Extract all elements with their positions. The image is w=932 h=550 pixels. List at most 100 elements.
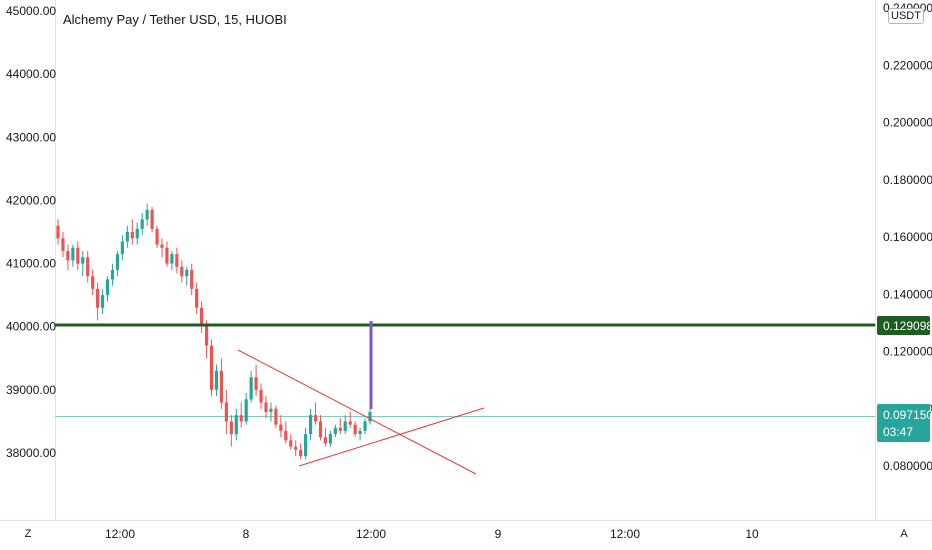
candle-body bbox=[150, 209, 154, 229]
candle-body bbox=[219, 370, 224, 403]
candle-body bbox=[140, 219, 144, 229]
candle-body bbox=[234, 415, 238, 435]
candle-body bbox=[249, 377, 253, 400]
candle-body bbox=[170, 254, 174, 264]
candle-body bbox=[175, 254, 179, 267]
left-axis-tick-label: 38000.00 bbox=[6, 446, 56, 460]
candle-body bbox=[56, 225, 60, 239]
time-axis-tick-label: 9 bbox=[495, 527, 502, 541]
candle-body bbox=[91, 276, 95, 289]
candle-body bbox=[318, 421, 323, 438]
left-axis-tick-label: 44000.00 bbox=[6, 67, 56, 81]
candle-body bbox=[155, 228, 159, 245]
time-axis-tick-label: 12:00 bbox=[105, 527, 135, 541]
candle-body bbox=[224, 402, 228, 422]
candlestick-series[interactable] bbox=[56, 203, 372, 460]
candle-body bbox=[100, 295, 105, 308]
candle-body bbox=[130, 232, 134, 239]
candle-body bbox=[105, 279, 110, 296]
candle-body bbox=[195, 288, 199, 308]
level-badge-background bbox=[877, 316, 930, 335]
candle-body bbox=[304, 434, 308, 457]
candle-body bbox=[239, 415, 243, 422]
candle-body bbox=[289, 440, 293, 447]
candle-body bbox=[214, 370, 219, 390]
last-price-badge-background bbox=[877, 404, 930, 442]
auto-scale-button[interactable]: A bbox=[900, 528, 908, 540]
time-axis-tick-label: 8 bbox=[243, 527, 250, 541]
candle-body bbox=[96, 288, 100, 308]
candle-body bbox=[160, 244, 164, 248]
time-axis-tick-label: 10 bbox=[745, 527, 759, 541]
candle-body bbox=[264, 402, 268, 412]
candle-body bbox=[76, 247, 80, 264]
time-axis[interactable]: 12:00 8 12:00 9 12:00 10 bbox=[105, 527, 759, 541]
candle-body bbox=[284, 430, 288, 441]
left-axis-tick-label: 42000.00 bbox=[6, 193, 56, 207]
candle-body bbox=[244, 399, 248, 422]
candle-body bbox=[209, 345, 214, 390]
candle-body bbox=[145, 209, 149, 220]
candle-body bbox=[279, 424, 283, 431]
right-axis-tick-label: 0.080000 bbox=[883, 459, 932, 473]
left-price-axis[interactable]: 45000.00 44000.00 43000.00 42000.00 41000.00… bbox=[6, 4, 56, 460]
level-price-badge: 0.129098 bbox=[877, 316, 932, 335]
candle-body bbox=[180, 266, 184, 277]
last-price-value: 0.097150 bbox=[883, 408, 932, 422]
candle-body bbox=[165, 247, 169, 264]
right-axis-tick-label: 0.160000 bbox=[883, 230, 932, 244]
zoom-reset-button[interactable]: Z bbox=[24, 528, 32, 540]
candle-body bbox=[86, 257, 90, 277]
chart-title: Alchemy Pay / Tether USD, 15, HUOBI bbox=[63, 12, 287, 27]
candle-body bbox=[115, 254, 120, 270]
candle-body bbox=[229, 421, 233, 435]
level-badge-value: 0.129098 bbox=[883, 319, 932, 333]
candle-body bbox=[353, 424, 357, 435]
right-axis-tick-label: 0.120000 bbox=[883, 345, 932, 359]
candle-body bbox=[200, 307, 204, 324]
candle-body bbox=[358, 430, 362, 435]
candle-body bbox=[254, 377, 258, 390]
candle-body bbox=[190, 269, 194, 289]
pattern-upper-trendline[interactable] bbox=[237, 349, 477, 475]
bar-countdown: 03:47 bbox=[883, 425, 913, 439]
candle-body bbox=[308, 415, 313, 435]
left-axis-tick-label: 41000.00 bbox=[6, 257, 56, 271]
candle-body bbox=[333, 427, 337, 435]
candle-body bbox=[204, 323, 209, 346]
candle-body bbox=[328, 434, 332, 444]
candle-body bbox=[66, 250, 70, 261]
left-axis-tick-label: 43000.00 bbox=[6, 130, 56, 144]
candle-body bbox=[259, 389, 263, 403]
candle-body bbox=[71, 247, 75, 261]
candle-body bbox=[81, 257, 85, 264]
currency-label[interactable]: USDT bbox=[888, 8, 924, 24]
candle-body bbox=[269, 408, 273, 412]
candle-body bbox=[363, 421, 367, 431]
candle-body bbox=[313, 415, 318, 422]
left-axis-tick-label: 40000.00 bbox=[6, 320, 56, 334]
triangle-pattern[interactable] bbox=[237, 349, 485, 475]
candle-body bbox=[274, 408, 278, 425]
right-axis-tick-label: 0.220000 bbox=[883, 58, 932, 72]
time-axis-tick-label: 12:00 bbox=[610, 527, 640, 541]
candle-body bbox=[348, 421, 352, 425]
pattern-lower-trendline[interactable] bbox=[298, 407, 485, 467]
candle-body bbox=[343, 421, 347, 431]
candle-body bbox=[368, 411, 372, 422]
candle-body bbox=[120, 241, 124, 255]
candle-body bbox=[299, 449, 303, 457]
candle-body bbox=[61, 238, 65, 251]
candle-body bbox=[135, 228, 139, 239]
time-axis-tick-label: 12:00 bbox=[356, 527, 386, 541]
candle-body bbox=[125, 232, 129, 242]
right-price-axis[interactable]: 0.2400000.2200000.2000000.1800000.160000… bbox=[883, 1, 932, 473]
candle-body bbox=[323, 437, 328, 444]
candle-body bbox=[294, 446, 298, 450]
right-axis-tick-label: 0.180000 bbox=[883, 173, 932, 187]
candle-body bbox=[110, 269, 115, 280]
right-axis-tick-label: 0.140000 bbox=[883, 287, 932, 301]
last-price-badge: 0.097150 03:47 bbox=[877, 404, 932, 442]
right-axis-tick-label: 0.200000 bbox=[883, 116, 932, 130]
